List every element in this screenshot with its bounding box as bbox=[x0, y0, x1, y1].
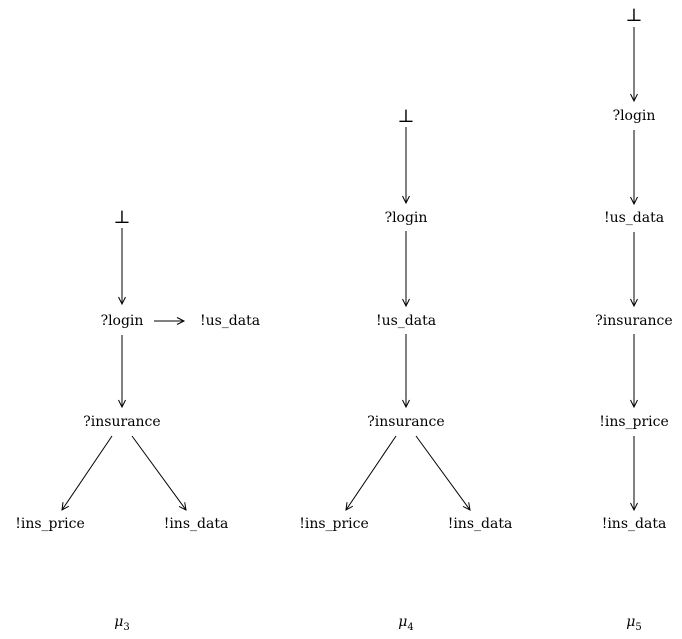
mu3-caption: μ3 bbox=[114, 614, 130, 633]
edge-mu3-insurance-insdata bbox=[131, 435, 187, 511]
mu4-login-node: ?login bbox=[384, 210, 428, 226]
mu5-caption: μ5 bbox=[626, 614, 642, 633]
mu3-login-node: ?login bbox=[100, 313, 144, 329]
mu4-bottom-node: ⊥ bbox=[397, 106, 415, 127]
mu5-insdata-node: !ins_data bbox=[601, 516, 667, 532]
mu5-usdata-node: !us_data bbox=[603, 210, 665, 226]
edge-mu4-insurance-insprice bbox=[345, 435, 397, 511]
mu5-insurance-node: ?insurance bbox=[595, 313, 673, 329]
mu5-login-node: ?login bbox=[612, 108, 656, 124]
mu3-insurance-node: ?insurance bbox=[83, 414, 161, 430]
mu3-bottom-node: ⊥ bbox=[113, 207, 131, 228]
edge-mu3-insurance-insprice bbox=[61, 435, 113, 511]
mu4-insdata-node: !ins_data bbox=[447, 516, 513, 532]
mu5-bottom-node: ⊥ bbox=[625, 5, 643, 26]
mu5-insprice-node: !ins_price bbox=[599, 414, 669, 430]
mu3-insprice-node: !ins_price bbox=[15, 516, 85, 532]
mu4-usdata-node: !us_data bbox=[375, 313, 437, 329]
mu3-usdata-node: !us_data bbox=[199, 313, 261, 329]
mu4-caption: μ4 bbox=[398, 614, 414, 633]
mu4-insurance-node: ?insurance bbox=[367, 414, 445, 430]
mu4-insprice-node: !ins_price bbox=[299, 516, 369, 532]
mu3-insdata-node: !ins_data bbox=[163, 516, 229, 532]
edge-mu4-insurance-insdata bbox=[415, 435, 471, 511]
